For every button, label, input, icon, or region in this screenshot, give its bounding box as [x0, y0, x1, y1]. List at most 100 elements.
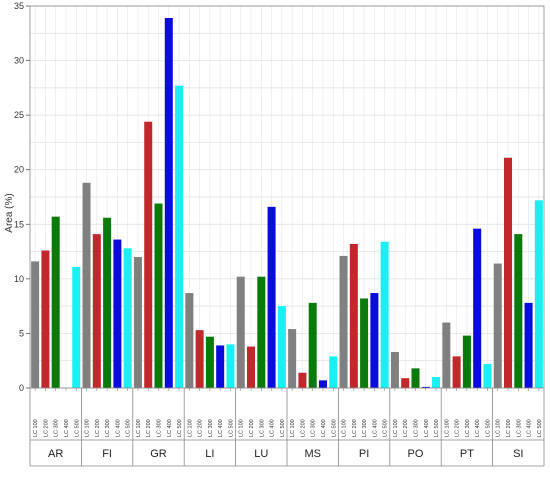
subcategory-label: LC 100 [393, 419, 399, 437]
subcategory-label: LC 300 [465, 419, 471, 437]
bar-LI-0 [185, 293, 194, 388]
subcategory-label: LC 100 [85, 419, 91, 437]
bar-GR-3 [164, 18, 173, 389]
group-label-GR: GR [150, 448, 167, 460]
group-label-LU: LU [254, 448, 268, 460]
axes [26, 5, 545, 467]
group-label-PT: PT [460, 448, 474, 460]
bar-PI-1 [349, 243, 358, 388]
bar-FI-2 [103, 217, 112, 388]
bar-PT-1 [452, 356, 461, 388]
bars [31, 18, 543, 389]
subcategory-label: LC 100 [187, 419, 193, 437]
y-tick-label: 30 [14, 56, 24, 66]
bar-GR-4 [175, 85, 184, 388]
bar-SI-2 [514, 234, 523, 388]
bar-MS-4 [329, 356, 338, 388]
subcategory-label: LC 400 [167, 419, 173, 437]
bar-AR-0 [31, 261, 40, 388]
bar-LI-4 [226, 344, 235, 388]
subcategory-label: LC 500 [228, 419, 234, 437]
bar-PT-2 [462, 335, 471, 388]
subcategory-label: LC 300 [157, 419, 163, 437]
subcategory-label: LC 100 [342, 419, 348, 437]
subcategory-label: LC 300 [105, 419, 111, 437]
subcategory-label: LC 500 [74, 419, 80, 437]
bar-PT-0 [442, 322, 451, 388]
bar-MS-0 [288, 329, 297, 388]
y-tick-label: 25 [14, 110, 24, 120]
subcategory-label: LC 400 [321, 419, 327, 437]
bar-GR-2 [154, 203, 163, 388]
subcategory-label: LC 400 [218, 419, 224, 437]
subcategory-label: LC 100 [239, 419, 245, 437]
bar-PI-3 [370, 293, 379, 388]
bar-FI-0 [82, 182, 91, 388]
bar-PO-1 [401, 378, 410, 388]
bar-AR-2 [51, 216, 60, 388]
y-tick-label: 5 [19, 328, 24, 338]
bar-LU-0 [236, 276, 245, 388]
subcategory-label: LC 400 [424, 419, 430, 437]
subcategory-label: LC 300 [362, 419, 368, 437]
group-label-MS: MS [304, 448, 321, 460]
subcategory-label: LC 400 [372, 419, 378, 437]
subcategory-label: LC 300 [311, 419, 317, 437]
bar-SI-0 [493, 263, 502, 388]
y-axis-title: Area (%) [4, 193, 15, 232]
subcategory-label: LC 200 [300, 419, 306, 437]
subcategory-label: LC 300 [516, 419, 522, 437]
subcategory-label: LC 100 [444, 419, 450, 437]
group-label-AR: AR [48, 448, 63, 460]
bar-MS-3 [318, 380, 327, 388]
bar-LI-2 [205, 336, 214, 388]
bar-SI-4 [534, 200, 543, 388]
subcategory-label: LC 400 [527, 419, 533, 437]
bar-LU-1 [247, 346, 256, 388]
subcategory-label: LC 100 [33, 419, 39, 437]
subcategory-label: LC 500 [177, 419, 183, 437]
subcategory-label: LC 100 [496, 419, 502, 437]
subcategory-label: LC 500 [485, 419, 491, 437]
subcategory-label: LC 500 [537, 419, 543, 437]
bar-PT-3 [473, 228, 482, 388]
subcategory-label: LC 300 [208, 419, 214, 437]
subcategory-label: LC 200 [146, 419, 152, 437]
group-label-LI: LI [205, 448, 214, 460]
y-tick-label: 10 [14, 274, 24, 284]
bar-LI-3 [216, 345, 225, 388]
subcategory-label: LC 500 [280, 419, 286, 437]
y-tick-label: 20 [14, 165, 24, 175]
bar-PO-2 [411, 368, 420, 388]
subcategory-label: LC 400 [475, 419, 481, 437]
bar-PO-3 [421, 386, 430, 388]
subcategory-label: LC 200 [249, 419, 255, 437]
subcategory-label: LC 400 [115, 419, 121, 437]
subcategory-label: LC 500 [383, 419, 389, 437]
bar-FI-4 [123, 248, 132, 388]
bar-GR-1 [144, 121, 153, 388]
subcategory-label: LC 200 [403, 419, 409, 437]
subcategory-label: LC 100 [290, 419, 296, 437]
bar-SI-1 [504, 157, 513, 388]
bar-PO-4 [432, 377, 441, 388]
subcategory-label: LC 500 [331, 419, 337, 437]
bar-FI-3 [113, 239, 122, 388]
y-tick-label: 15 [14, 219, 24, 229]
subcategory-label: LC 500 [434, 419, 440, 437]
subcategory-label: LC 200 [352, 419, 358, 437]
subcategory-label: LC 200 [43, 419, 49, 437]
subcategory-label: LC 200 [198, 419, 204, 437]
bar-PO-0 [390, 351, 399, 388]
subcategory-label: LC 300 [259, 419, 265, 437]
y-tick-label: 0 [19, 383, 24, 393]
bar-PI-0 [339, 255, 348, 388]
y-tick-label: 35 [14, 1, 24, 11]
bar-PI-2 [360, 298, 369, 388]
bar-LU-3 [267, 206, 276, 388]
bar-MS-2 [308, 302, 317, 388]
subcategory-label: LC 500 [126, 419, 132, 437]
group-label-FI: FI [102, 448, 112, 460]
bar-GR-0 [133, 257, 142, 388]
